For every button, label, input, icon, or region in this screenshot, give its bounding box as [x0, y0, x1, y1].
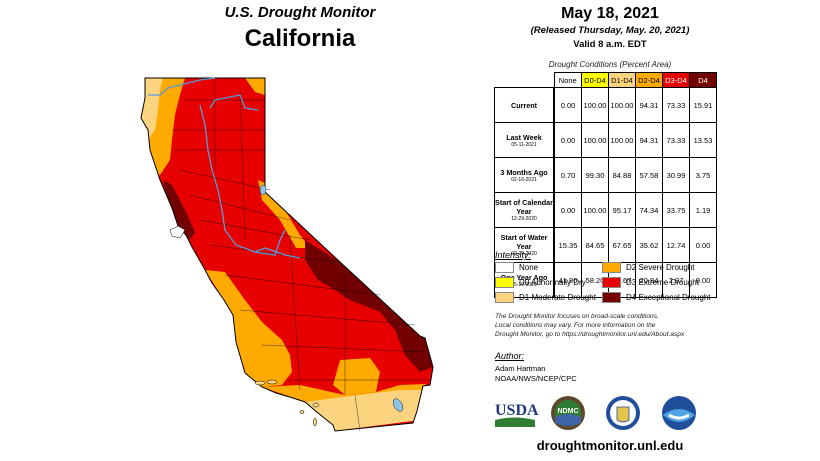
cell: 0.00 — [689, 227, 717, 263]
author-name: Adam Hartman — [495, 364, 546, 373]
cell: 100.00 — [581, 87, 609, 123]
author-org: NOAA/NWS/NCEP/CPC — [495, 374, 577, 383]
cell: 84.65 — [581, 227, 609, 263]
valid-time: Valid 8 a.m. EDT — [573, 39, 647, 50]
cell: 0.00 — [689, 262, 717, 298]
cell: 1.19 — [689, 192, 717, 228]
cell: 73.33 — [662, 122, 690, 158]
col-d0-d4: D0-D4 — [581, 72, 609, 88]
legend-item-d2: D2 Severe Drought — [602, 262, 694, 273]
swatch-d2 — [602, 262, 621, 273]
cell: 95.17 — [608, 192, 636, 228]
author-label: Author: — [495, 351, 525, 361]
svg-text:NDMC: NDMC — [558, 408, 579, 415]
cell: 99.30 — [581, 157, 609, 193]
partner-logos: USDA NDMC — [495, 396, 696, 430]
cell: 13.53 — [689, 122, 717, 158]
table-row: 3 Months Ago 02-16-2021 0.70 99.30 84.88 … — [494, 157, 717, 193]
legend-item-d4: D4 Exceptional Drought — [602, 292, 711, 303]
col-d2-d4: D2-D4 — [635, 72, 663, 88]
cell: 100.00 — [581, 192, 609, 228]
legend-item-d1: D1 Moderate Drought — [495, 292, 596, 303]
table-caption: Drought Conditions (Percent Area) — [548, 60, 672, 69]
row-label: Current — [494, 87, 555, 123]
cell: 2.97 — [662, 262, 690, 298]
swatch-d0 — [495, 277, 514, 288]
cell: 67.65 — [608, 227, 636, 263]
cell: 0.70 — [553, 157, 582, 193]
cell: 0.00 — [553, 87, 582, 123]
cell: 30.99 — [662, 157, 690, 193]
cell: 12.74 — [662, 227, 690, 263]
map-title: U.S. Drought Monitor — [224, 4, 376, 21]
cell: 84.88 — [608, 157, 636, 193]
legend-item-none: None — [495, 262, 538, 273]
row-label: Start of Water Year 09-29-2020 — [494, 227, 555, 263]
drought-conditions-table: None D0-D4 D1-D4 D2-D4 D3-D4 D4 Current … — [494, 72, 717, 298]
noaa-logo-icon — [662, 396, 696, 430]
state-name: California — [244, 25, 356, 52]
disclaimer-note: The Drought Monitor focuses on broad-sca… — [495, 313, 685, 338]
cell: 73.33 — [662, 87, 690, 123]
cell: 57.58 — [635, 157, 663, 193]
cell: 100.00 — [608, 87, 636, 123]
cell: 100.00 — [608, 122, 636, 158]
legend-title: Intensity: — [495, 250, 532, 260]
cell: 100.00 — [581, 122, 609, 158]
row-label: Last Week 05-11-2021 — [494, 122, 555, 158]
cell: 94.31 — [635, 122, 663, 158]
legend-item-d3: D3 Extreme Drought — [602, 277, 699, 288]
svg-text:USDA: USDA — [495, 402, 539, 419]
table-row: Start of Calendar Year 12-29-2020 0.00 10… — [494, 192, 717, 228]
website-url[interactable]: droughtmonitor.unl.edu — [536, 438, 684, 453]
map-date: May 18, 2021 — [561, 5, 659, 22]
cell: 15.35 — [553, 227, 582, 263]
cell: 0.00 — [553, 192, 582, 228]
cell: 0.00 — [553, 122, 582, 158]
california-drought-map — [140, 77, 434, 432]
col-d4: D4 — [689, 72, 717, 88]
legend-item-d0: D0 Abnormally Dry — [495, 277, 586, 288]
col-d3-d4: D3-D4 — [662, 72, 690, 88]
cell: 3.75 — [689, 157, 717, 193]
commerce-seal-icon — [606, 396, 640, 430]
col-d1-d4: D1-D4 — [608, 72, 636, 88]
cell: 15.91 — [689, 87, 717, 123]
table-header-row: None D0-D4 D1-D4 D2-D4 D3-D4 D4 — [495, 72, 717, 88]
table-row: Current 0.00 100.00 100.00 94.31 73.33 1… — [494, 87, 717, 123]
swatch-d3 — [602, 277, 621, 288]
swatch-d4 — [602, 292, 621, 303]
ndmc-logo-icon: NDMC — [551, 396, 585, 430]
cell: 94.31 — [635, 87, 663, 123]
release-date: (Released Thursday, May. 20, 2021) — [530, 25, 690, 36]
cell: 41.80 — [553, 262, 582, 298]
swatch-none — [495, 262, 514, 273]
table-row: Last Week 05-11-2021 0.00 100.00 100.00 9… — [494, 122, 717, 158]
usda-logo-icon: USDA — [495, 402, 539, 427]
row-label: Start of Calendar Year 12-29-2020 — [494, 192, 555, 228]
row-label: 3 Months Ago 02-16-2021 — [494, 157, 555, 193]
cell: 35.62 — [635, 227, 663, 263]
cell: 74.34 — [635, 192, 663, 228]
col-none: None — [553, 72, 582, 88]
cell: 33.75 — [662, 192, 690, 228]
swatch-d1 — [495, 292, 514, 303]
